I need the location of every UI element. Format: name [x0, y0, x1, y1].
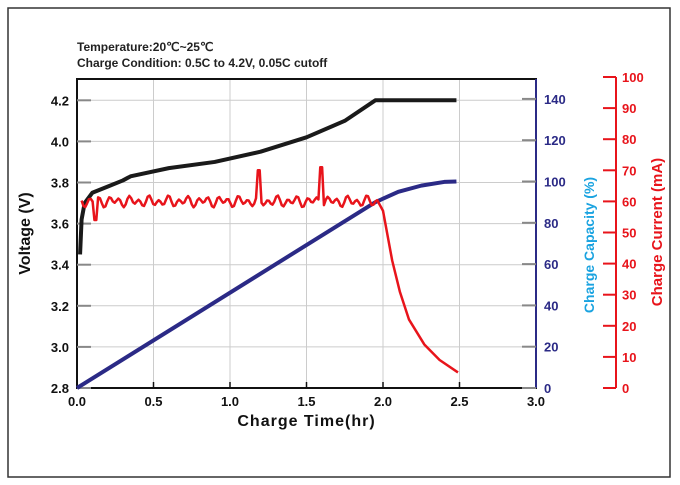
outer-frame	[7, 7, 671, 478]
current-tick-label: 100	[622, 70, 644, 85]
capacity-tick-label: 20	[544, 340, 558, 355]
current-tick-label: 30	[622, 288, 636, 303]
current-tick-label: 90	[622, 101, 636, 116]
x-tick-label: 1.0	[221, 394, 239, 409]
capacity-tick-label: 100	[544, 175, 566, 190]
voltage-tick-label: 4.0	[51, 134, 69, 149]
voltage-tick-label: 4.2	[51, 93, 69, 108]
x-tick-label: 2.5	[450, 394, 468, 409]
voltage-curve	[78, 98, 457, 255]
voltage-tick-label: 2.8	[51, 381, 69, 396]
current-tick-label: 70	[622, 163, 636, 178]
voltage-tick-label: 3.0	[51, 340, 69, 355]
voltage-tick-label: 3.8	[51, 176, 69, 191]
voltage-tick-label: 3.6	[51, 217, 69, 232]
capacity-curve	[75, 179, 457, 390]
capacity-axis-label: Charge Capacity (%)	[581, 177, 597, 313]
capacity-tick-label: 40	[544, 298, 558, 313]
voltage-tick-label: 3.2	[51, 299, 69, 314]
note-temperature: Temperature:20℃~25℃	[77, 40, 214, 54]
x-tick-label: 1.5	[297, 394, 315, 409]
current-tick-label: 50	[622, 226, 636, 241]
capacity-tick-label: 80	[544, 216, 558, 231]
capacity-tick-label: 60	[544, 257, 558, 272]
x-tick-label: 0.0	[68, 394, 86, 409]
current-tick-label: 10	[622, 350, 636, 365]
current-tick-label: 80	[622, 132, 636, 147]
voltage-tick-label: 3.4	[51, 258, 70, 273]
x-tick-label: 2.0	[374, 394, 392, 409]
current-tick-label: 20	[622, 319, 636, 334]
current-tick-label: 0	[622, 381, 629, 396]
current-axis-label: Charge Current (mA)	[649, 158, 666, 306]
note-charge-condition: Charge Condition: 0.5C to 4.2V, 0.05C cu…	[77, 56, 328, 70]
voltage-axis-label: Voltage (V)	[17, 192, 34, 274]
capacity-tick-label: 140	[544, 92, 566, 107]
x-axis-label: Charge Time(hr)	[237, 413, 375, 430]
current-tick-label: 60	[622, 194, 636, 209]
x-tick-label: 0.5	[144, 394, 162, 409]
current-curve	[80, 165, 459, 374]
x-tick-label: 3.0	[527, 394, 545, 409]
capacity-tick-label: 0	[544, 381, 551, 396]
capacity-tick-label: 120	[544, 133, 566, 148]
current-tick-label: 40	[622, 257, 636, 272]
